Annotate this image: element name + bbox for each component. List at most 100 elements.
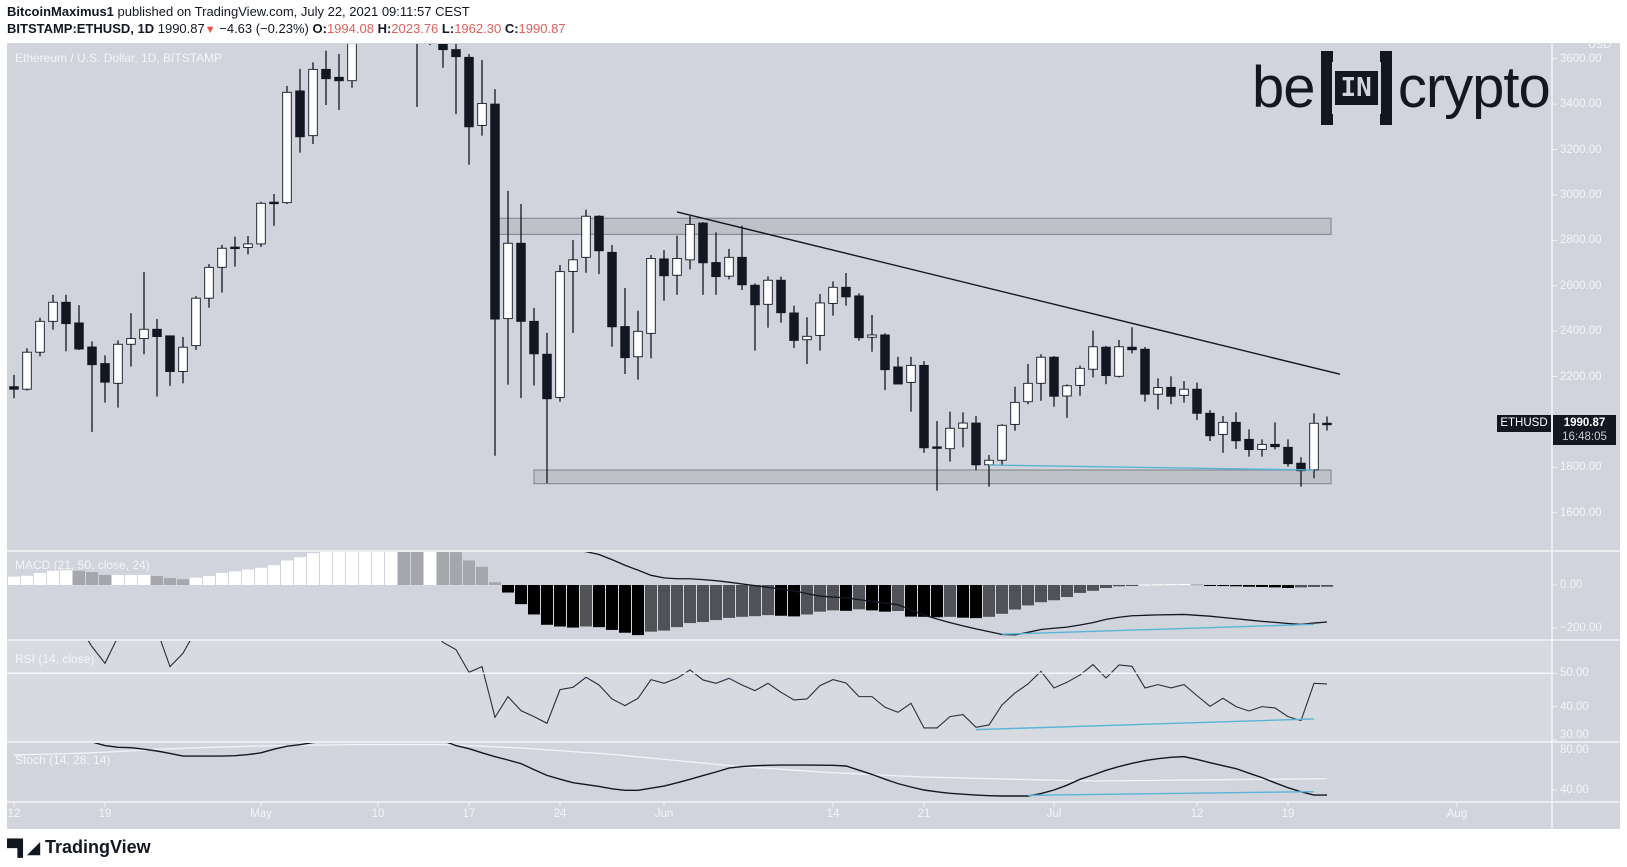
candle-down bbox=[1296, 462, 1306, 472]
candle-up bbox=[282, 91, 292, 204]
support-trendline bbox=[988, 464, 1315, 471]
publish-info: BitcoinMaximus1 published on TradingView… bbox=[7, 4, 470, 19]
support-zone bbox=[533, 469, 1332, 485]
macd-histogram-bar bbox=[1321, 585, 1333, 587]
macd-histogram-bar bbox=[775, 585, 787, 616]
macd-histogram-bar bbox=[697, 585, 709, 622]
macd-pane[interactable] bbox=[8, 534, 1333, 636]
high-label: H: bbox=[377, 21, 392, 36]
candle-down bbox=[1244, 438, 1254, 451]
rsi-pane[interactable] bbox=[79, 627, 1328, 731]
candle-up bbox=[22, 351, 32, 390]
candle-down bbox=[698, 222, 708, 264]
tradingview-logo[interactable]: ▀▌◢ TradingView bbox=[7, 837, 151, 858]
candle-up bbox=[828, 286, 838, 304]
macd-histogram-bar bbox=[99, 574, 111, 585]
candle-up bbox=[685, 223, 695, 261]
stoch-legend[interactable]: Stoch (14, 28, 14) bbox=[15, 753, 111, 767]
time-tick-label: 19 bbox=[1281, 808, 1295, 820]
candle-down bbox=[1166, 386, 1176, 397]
macd-histogram-bar bbox=[21, 575, 33, 585]
macd-histogram-bar bbox=[567, 585, 579, 628]
candle-up bbox=[1114, 346, 1124, 377]
macd-histogram-bar bbox=[918, 585, 930, 617]
candle-up bbox=[555, 271, 565, 398]
macd-histogram-bar bbox=[515, 585, 527, 605]
macd-histogram-bar bbox=[1113, 585, 1125, 587]
macd-histogram-bar bbox=[138, 574, 150, 585]
macd-histogram-bar bbox=[866, 585, 878, 611]
stoch-pane[interactable] bbox=[13, 741, 1328, 797]
macd-tick-label: −200.00 bbox=[1560, 622, 1602, 634]
macd-histogram-bar bbox=[1230, 585, 1242, 587]
macd-histogram-bar bbox=[112, 574, 124, 585]
time-tick-label: 12 bbox=[7, 808, 21, 820]
macd-histogram-bar bbox=[216, 572, 228, 585]
candle-down bbox=[607, 251, 617, 328]
candle-down bbox=[971, 422, 981, 466]
candle-up bbox=[958, 422, 968, 429]
candle-up bbox=[1309, 422, 1319, 471]
author-name[interactable]: BitcoinMaximus1 bbox=[7, 4, 114, 19]
macd-histogram-bar bbox=[1308, 585, 1320, 587]
tradingview-icon: ▀▌◢ bbox=[7, 839, 40, 857]
macd-histogram-bar bbox=[164, 578, 176, 585]
candle-up bbox=[1218, 421, 1228, 435]
close-label: C: bbox=[504, 21, 519, 36]
candle-down bbox=[61, 301, 71, 325]
macd-histogram-bar bbox=[1217, 585, 1229, 587]
price-pane[interactable] bbox=[9, 0, 1341, 491]
candle-down bbox=[919, 364, 929, 449]
time-tick-label: May bbox=[250, 808, 272, 820]
macd-divergence-line bbox=[1001, 623, 1315, 635]
macd-histogram-bar bbox=[658, 585, 670, 631]
macd-histogram-bar bbox=[1295, 585, 1307, 588]
candle-down bbox=[776, 279, 786, 314]
macd-histogram-bar bbox=[281, 560, 293, 585]
macd-histogram-bar bbox=[398, 552, 410, 585]
chart-legend[interactable]: Ethereum / U.S. Dollar, 1D, BITSTAMP bbox=[15, 51, 223, 65]
macd-histogram-bar bbox=[229, 571, 241, 585]
candle-up bbox=[1036, 356, 1046, 384]
price_axis-tick-label: 2600.00 bbox=[1560, 279, 1602, 292]
time-tick-label: Aug bbox=[1446, 808, 1468, 820]
candle-down bbox=[87, 346, 97, 366]
rsi-legend[interactable]: RSI (14, close) bbox=[15, 652, 95, 666]
candle-up bbox=[945, 427, 955, 450]
candle-down bbox=[841, 286, 851, 298]
rsi-line bbox=[441, 641, 1328, 729]
candle-up bbox=[1153, 387, 1163, 395]
candle-up bbox=[217, 247, 227, 268]
candle-down bbox=[1192, 388, 1202, 414]
open-label: O: bbox=[312, 21, 327, 36]
macd-histogram-bar bbox=[8, 576, 20, 585]
macd-histogram-bar bbox=[788, 585, 800, 617]
macd-histogram-bar bbox=[944, 585, 956, 617]
candle-up bbox=[633, 330, 643, 358]
candle-up bbox=[906, 364, 916, 383]
candle-down bbox=[1140, 348, 1150, 395]
macd-histogram-bar bbox=[762, 585, 774, 616]
time-tick-label: 24 bbox=[553, 808, 567, 820]
macd-histogram-bar bbox=[879, 585, 891, 612]
candle-down bbox=[594, 215, 604, 252]
candle-down bbox=[295, 90, 305, 138]
descending-trendline bbox=[676, 211, 1341, 375]
candle-down bbox=[464, 56, 474, 128]
candle-down bbox=[400, 0, 409, 27]
macd-histogram-bar bbox=[86, 572, 98, 585]
macd-histogram-bar bbox=[931, 585, 943, 618]
candle-up bbox=[724, 256, 734, 277]
macd-histogram-bar bbox=[853, 585, 865, 610]
macd-histogram-bar bbox=[1126, 585, 1138, 586]
price_axis-tick-label: 3000.00 bbox=[1560, 188, 1602, 201]
candle-down bbox=[893, 366, 903, 385]
macd-histogram-bar bbox=[606, 585, 618, 630]
candle-down bbox=[1283, 446, 1293, 465]
macd-line bbox=[584, 552, 1328, 636]
logo-text-be: be bbox=[1252, 55, 1316, 120]
candle-down bbox=[334, 76, 344, 82]
candle-up bbox=[426, 0, 435, 31]
candle-up bbox=[672, 258, 682, 276]
macd-legend[interactable]: MACD (21, 50, close, 24) bbox=[15, 558, 150, 572]
